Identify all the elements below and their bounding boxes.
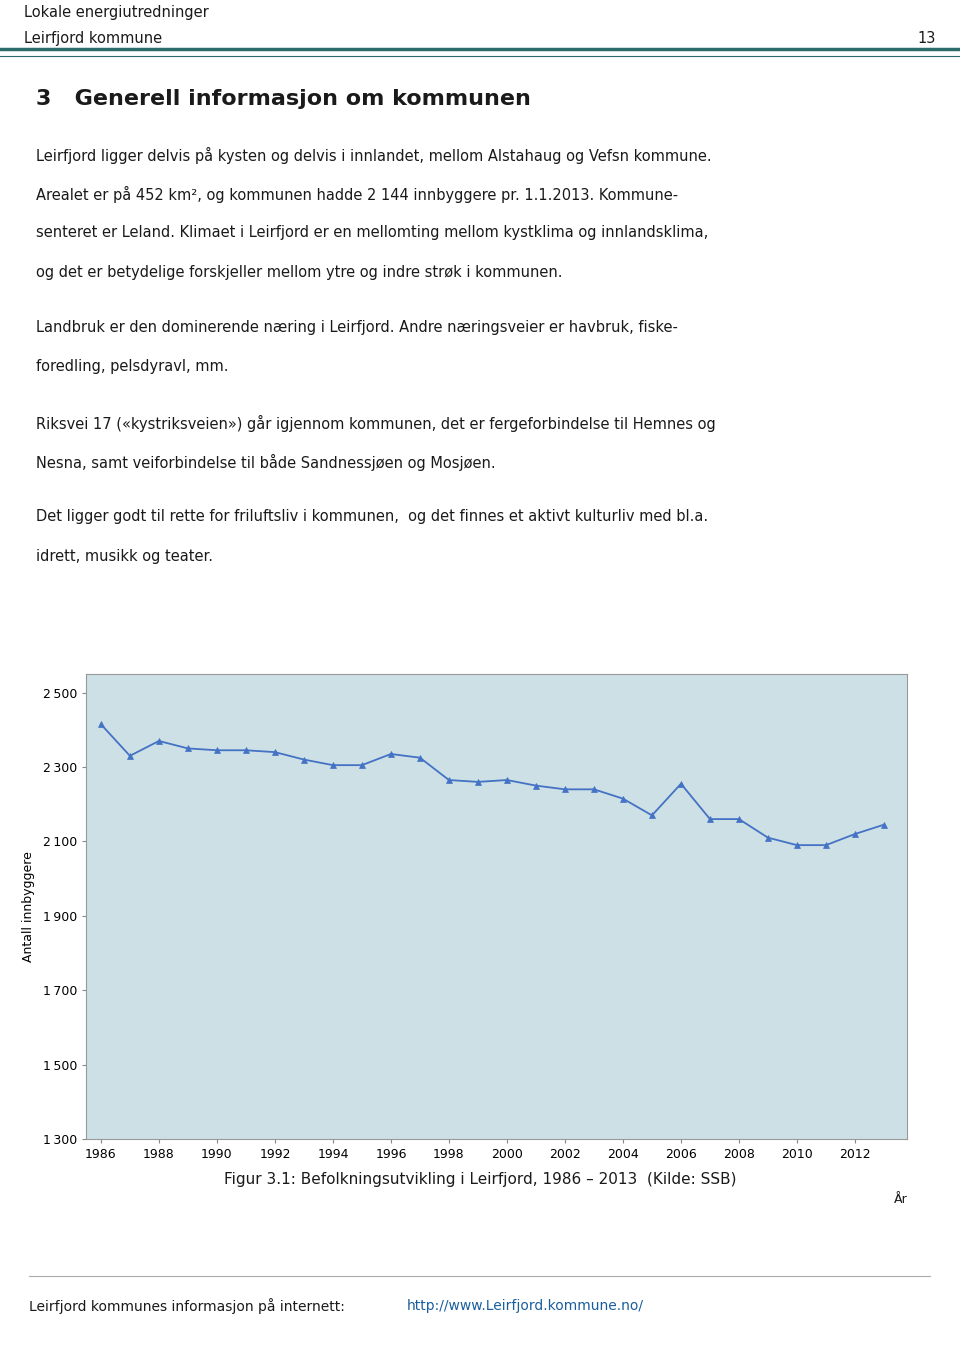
Text: Det ligger godt til rette for friluftsliv i kommunen,  og det finnes et aktivt k: Det ligger godt til rette for friluftsli… xyxy=(36,510,708,524)
Text: Leirfjord kommunes informasjon på internett:: Leirfjord kommunes informasjon på intern… xyxy=(29,1298,349,1314)
Text: og det er betydelige forskjeller mellom ytre og indre strøk i kommunen.: og det er betydelige forskjeller mellom … xyxy=(36,264,563,280)
Text: senteret er Leland. Klimaet i Leirfjord er en mellomting mellom kystklima og inn: senteret er Leland. Klimaet i Leirfjord … xyxy=(36,225,708,240)
Text: 3   Generell informasjon om kommunen: 3 Generell informasjon om kommunen xyxy=(36,89,531,109)
Text: idrett, musikk og teater.: idrett, musikk og teater. xyxy=(36,549,213,563)
Text: Nesna, samt veiforbindelse til både Sandnessjøen og Mosjøen.: Nesna, samt veiforbindelse til både Sand… xyxy=(36,454,496,470)
Text: Lokale energiutredninger: Lokale energiutredninger xyxy=(24,5,208,20)
Text: Leirfjord kommune: Leirfjord kommune xyxy=(24,31,162,46)
Text: 13: 13 xyxy=(918,31,936,46)
Y-axis label: Antall innbyggere: Antall innbyggere xyxy=(22,851,35,962)
Text: http://www.Leirfjord.kommune.no/: http://www.Leirfjord.kommune.no/ xyxy=(406,1299,643,1313)
Text: foredling, pelsdyravl, mm.: foredling, pelsdyravl, mm. xyxy=(36,360,229,375)
Text: Leirfjord ligger delvis på kysten og delvis i innlandet, mellom Alstahaug og Vef: Leirfjord ligger delvis på kysten og del… xyxy=(36,147,712,163)
Text: Riksvei 17 («kystriksveien») går igjennom kommunen, det er fergeforbindelse til : Riksvei 17 («kystriksveien») går igjenno… xyxy=(36,415,716,431)
Text: Landbruk er den dominerende næring i Leirfjord. Andre næringsveier er havbruk, f: Landbruk er den dominerende næring i Lei… xyxy=(36,319,679,336)
Text: Figur 3.1: Befolkningsutvikling i Leirfjord, 1986 – 2013  (Kilde: SSB): Figur 3.1: Befolkningsutvikling i Leirfj… xyxy=(224,1171,736,1188)
Text: År: År xyxy=(894,1193,907,1205)
Text: Arealet er på 452 km², og kommunen hadde 2 144 innbyggere pr. 1.1.2013. Kommune-: Arealet er på 452 km², og kommunen hadde… xyxy=(36,186,679,204)
